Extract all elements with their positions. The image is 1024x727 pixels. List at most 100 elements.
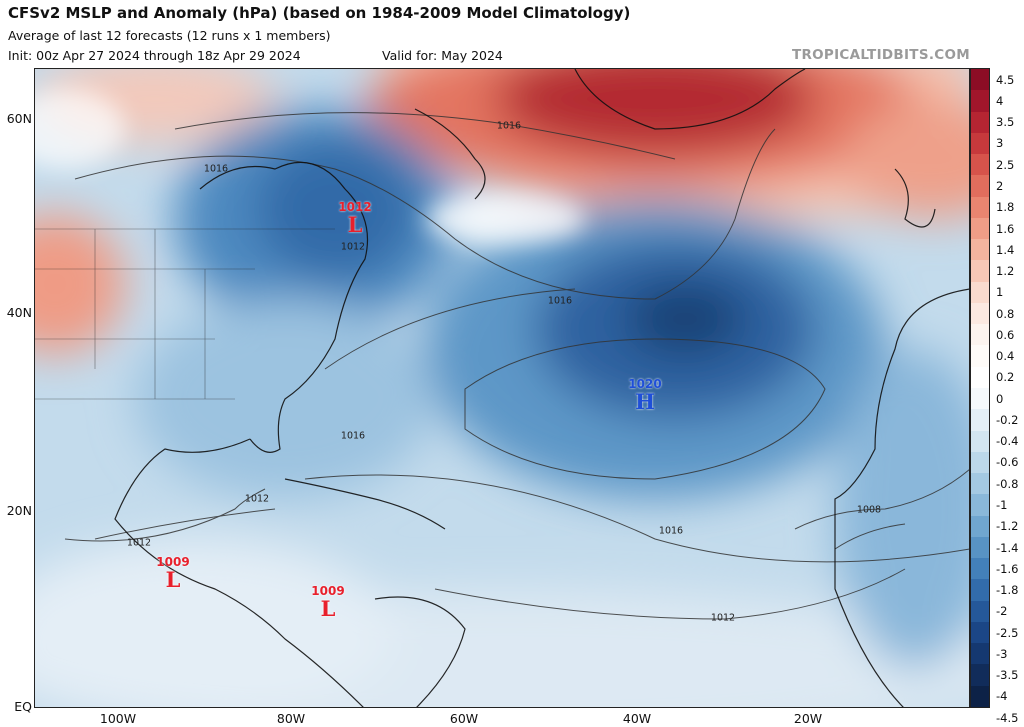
colorbar-segment: [971, 600, 989, 622]
colorbar-tick-label: -0.8: [996, 476, 1019, 491]
colorbar-tick-label: -0.4: [996, 434, 1019, 449]
colorbar-segment: [971, 685, 989, 707]
low-pressure-center: 1009 L: [311, 585, 344, 620]
isobar-label: 1016: [203, 163, 229, 175]
latitude-label: 40N: [6, 305, 32, 320]
colorbar-segment: [971, 643, 989, 665]
colorbar-segment: [971, 515, 989, 537]
colorbar-segment: [971, 281, 989, 303]
isobar-label: 1016: [658, 525, 684, 537]
isobar-label: 1012: [244, 493, 270, 505]
longitude-label: 40W: [622, 711, 652, 726]
colorbar-segment: [971, 664, 989, 686]
colorbar-tick-label: 1.4: [996, 242, 1015, 257]
colorbar-segment: [971, 345, 989, 367]
high-pressure-center: 1020 H: [628, 378, 661, 413]
colorbar-tick-label: -1.6: [996, 561, 1019, 576]
colorbar-tick-label: 4.5: [996, 72, 1015, 87]
system-letter: H: [635, 389, 655, 414]
colorbar-segment: [971, 536, 989, 559]
colorbar-tick-label: 2.5: [996, 157, 1015, 172]
colorbar-segment: [971, 430, 989, 452]
colorbar-segment: [971, 366, 989, 388]
colorbar-tick-label: 1.2: [996, 264, 1015, 279]
colorbar-tick-label: -2.5: [996, 625, 1019, 640]
colorbar-tick-label: 3.5: [996, 115, 1015, 130]
colorbar-segment: [971, 260, 989, 282]
colorbar-segment: [971, 387, 989, 410]
system-letter: L: [347, 212, 363, 237]
colorbar-segment: [971, 69, 989, 91]
colorbar-tick-label: 2: [996, 178, 1004, 193]
isobar-label: 1012: [126, 537, 152, 549]
brand-watermark: TROPICALTIDBITS.COM: [791, 47, 970, 63]
colorbar-segment: [971, 239, 989, 261]
colorbar-segment: [971, 558, 989, 580]
colorbar-tick-label: -0.6: [996, 455, 1019, 470]
system-letter: L: [165, 567, 181, 592]
longitude-label: 100W: [99, 711, 137, 726]
colorbar-tick-label: -3.5: [996, 668, 1019, 683]
anomaly-map: 1012 L 1009 L 1009 L 1020 H 1016 1016 10…: [34, 68, 970, 708]
colorbar-segment: [971, 90, 989, 112]
latitude-label: EQ: [14, 699, 32, 714]
map-title: CFSv2 MSLP and Anomaly (hPa) (based on 1…: [8, 4, 631, 22]
colorbar-tick-label: -1: [996, 497, 1008, 512]
longitude-label: 60W: [449, 711, 479, 726]
colorbar-tick-label: -1.2: [996, 519, 1019, 534]
colorbar-tick-label: 3: [996, 136, 1004, 151]
colorbar-tick-label: 1.6: [996, 221, 1015, 236]
colorbar: [970, 68, 990, 708]
isobar-label: 1016: [496, 120, 522, 132]
init-time: Init: 00z Apr 27 2024 through 18z Apr 29…: [8, 48, 301, 63]
latitude-label: 20N: [6, 503, 32, 518]
colorbar-tick-label: -2: [996, 604, 1008, 619]
colorbar-segment: [971, 111, 989, 133]
colorbar-tick-label: -1.4: [996, 540, 1019, 555]
system-pressure: 1020: [628, 377, 662, 391]
longitude-label: 80W: [276, 711, 306, 726]
latitude-label: 60N: [6, 111, 32, 126]
low-pressure-center: 1009 L: [156, 556, 189, 591]
map-subtitle: Average of last 12 forecasts (12 runs x …: [8, 28, 331, 43]
colorbar-segment: [971, 621, 989, 644]
valid-time: Valid for: May 2024: [382, 48, 503, 63]
colorbar-segment: [971, 473, 989, 495]
colorbar-segment: [971, 132, 989, 155]
colorbar-segment: [971, 324, 989, 346]
colorbar-segment: [971, 154, 989, 176]
colorbar-tick-label: 1.8: [996, 200, 1015, 215]
colorbar-segment: [971, 451, 989, 474]
colorbar-tick-label: 4: [996, 93, 1004, 108]
isobar-label: 1016: [547, 295, 573, 307]
colorbar-segment: [971, 302, 989, 325]
system-letter: L: [320, 596, 336, 621]
isobar-label: 1016: [340, 430, 366, 442]
colorbar-segment: [971, 579, 989, 601]
colorbar-tick-label: -4: [996, 689, 1008, 704]
low-pressure-center: 1012 L: [338, 201, 371, 236]
colorbar-tick-label: 0.8: [996, 306, 1015, 321]
colorbar-segment: [971, 409, 989, 431]
system-pressure: 1009: [156, 555, 190, 569]
isobar-label: 1012: [340, 241, 366, 253]
colorbar-segment: [971, 217, 989, 240]
anomaly-field: [35, 69, 969, 707]
system-pressure: 1009: [311, 584, 345, 598]
isobar-label: 1008: [856, 504, 882, 516]
colorbar-tick-label: -1.8: [996, 583, 1019, 598]
colorbar-tick-label: 0: [996, 391, 1004, 406]
longitude-label: 20W: [793, 711, 823, 726]
colorbar-segment: [971, 494, 989, 516]
colorbar-tick-label: 0.4: [996, 349, 1015, 364]
isobar-label: 1012: [710, 612, 736, 624]
colorbar-tick-label: -4.5: [996, 710, 1019, 725]
colorbar-tick-label: 0.2: [996, 370, 1015, 385]
colorbar-tick-label: 0.6: [996, 327, 1015, 342]
colorbar-tick-label: -3: [996, 646, 1008, 661]
colorbar-segment: [971, 175, 989, 197]
colorbar-segment: [971, 196, 989, 218]
colorbar-tick-label: 1: [996, 285, 1004, 300]
system-pressure: 1012: [338, 200, 372, 214]
colorbar-tick-label: -0.2: [996, 412, 1019, 427]
